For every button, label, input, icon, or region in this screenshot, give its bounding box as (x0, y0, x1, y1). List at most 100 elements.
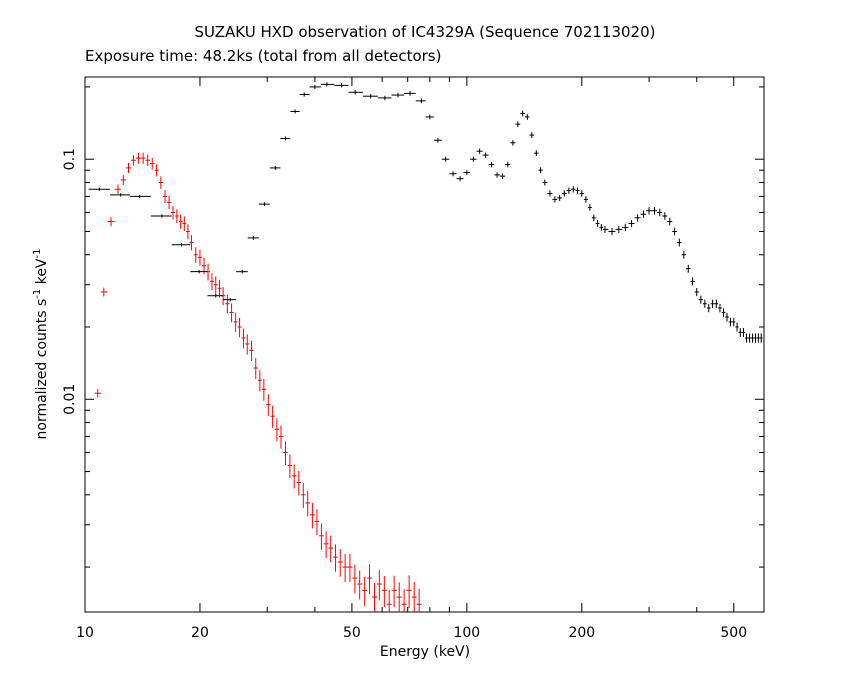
data-point (150, 157, 155, 170)
data-point (305, 491, 311, 517)
data-point (348, 90, 363, 95)
data-point (499, 173, 506, 179)
data-point (738, 328, 742, 337)
data-point (520, 110, 525, 117)
data-point (575, 187, 580, 194)
data-point (237, 317, 242, 338)
data-point (721, 308, 726, 317)
data-point (283, 441, 288, 465)
data-point (309, 84, 321, 90)
data-point (706, 303, 711, 313)
data-point (314, 509, 320, 536)
y-axis-label-exp2: -1 (32, 249, 43, 259)
data-point (296, 471, 302, 496)
data-point (287, 454, 293, 479)
data-point (754, 333, 757, 343)
data-point (433, 137, 442, 143)
data-point (186, 224, 190, 240)
data-point (292, 464, 297, 489)
data-point (193, 247, 198, 263)
data-point (100, 287, 108, 297)
data-point (698, 295, 703, 304)
y-axis-label-main: normalized counts s (34, 299, 50, 440)
data-point (217, 279, 222, 298)
data-point (266, 394, 271, 417)
data-point (125, 162, 132, 174)
data-point (386, 589, 392, 612)
data-point (222, 297, 237, 302)
data-point (278, 425, 284, 449)
data-point (299, 92, 310, 97)
x-tick-label: 200 (568, 625, 595, 641)
data-point (270, 405, 275, 428)
data-point (751, 333, 755, 343)
data-point (189, 235, 194, 251)
data-point (162, 190, 168, 204)
data-point (542, 179, 548, 186)
x-tick-label: 500 (720, 625, 747, 641)
data-point (301, 483, 306, 508)
data-point (615, 225, 623, 234)
x-tick-label: 20 (191, 625, 209, 641)
y-tick-label: 0.01 (62, 384, 78, 415)
data-point (406, 575, 412, 608)
data-point (681, 250, 687, 259)
data-point (640, 210, 647, 218)
data-point (362, 576, 368, 607)
data-point (323, 531, 329, 558)
axis-tick-labels: 10 20 50 100 200 500 0.01 0.1 (62, 148, 747, 641)
data-point (404, 91, 416, 96)
data-point (505, 161, 511, 168)
data-point (557, 194, 562, 202)
data-point (396, 582, 402, 612)
data-point (702, 299, 707, 308)
data-point (158, 176, 163, 189)
data-point (646, 207, 652, 215)
data-point (744, 333, 749, 343)
data-point (357, 570, 363, 600)
data-point (735, 322, 739, 332)
data-point (154, 164, 159, 177)
data-point (236, 269, 248, 274)
data-point (534, 150, 539, 157)
x-axis-label: Energy (keV) (380, 644, 470, 660)
data-point (245, 334, 250, 355)
data-series (88, 82, 763, 612)
data-point (571, 186, 576, 193)
data-point (728, 317, 733, 327)
data-point (561, 190, 567, 197)
data-point (213, 276, 218, 294)
data-point (269, 165, 281, 170)
data-point (130, 194, 151, 199)
data-point (319, 523, 324, 550)
data-point (583, 196, 588, 203)
data-point (178, 214, 183, 229)
data-point (718, 303, 722, 313)
data-point (241, 328, 246, 349)
data-point (190, 269, 208, 274)
data-point (538, 167, 543, 174)
data-point (377, 95, 392, 101)
data-point (651, 207, 658, 215)
data-point (131, 155, 136, 166)
data-point (566, 187, 572, 194)
data-point (415, 98, 426, 104)
data-point (310, 502, 315, 529)
data-point (547, 190, 553, 197)
data-point (425, 114, 434, 120)
data-point (337, 549, 343, 577)
data-point (261, 379, 267, 401)
data-point (109, 193, 131, 197)
data-point (686, 264, 691, 273)
data-point (372, 583, 377, 612)
data-point (352, 564, 358, 594)
data-point (449, 171, 457, 177)
data-point (657, 208, 663, 217)
data-point (710, 299, 715, 308)
data-point (171, 243, 191, 247)
x-tick-label: 10 (76, 625, 94, 641)
y-tick-label: 0.1 (62, 148, 78, 170)
data-point (732, 317, 736, 327)
data-point (247, 236, 259, 240)
data-point (488, 161, 495, 168)
